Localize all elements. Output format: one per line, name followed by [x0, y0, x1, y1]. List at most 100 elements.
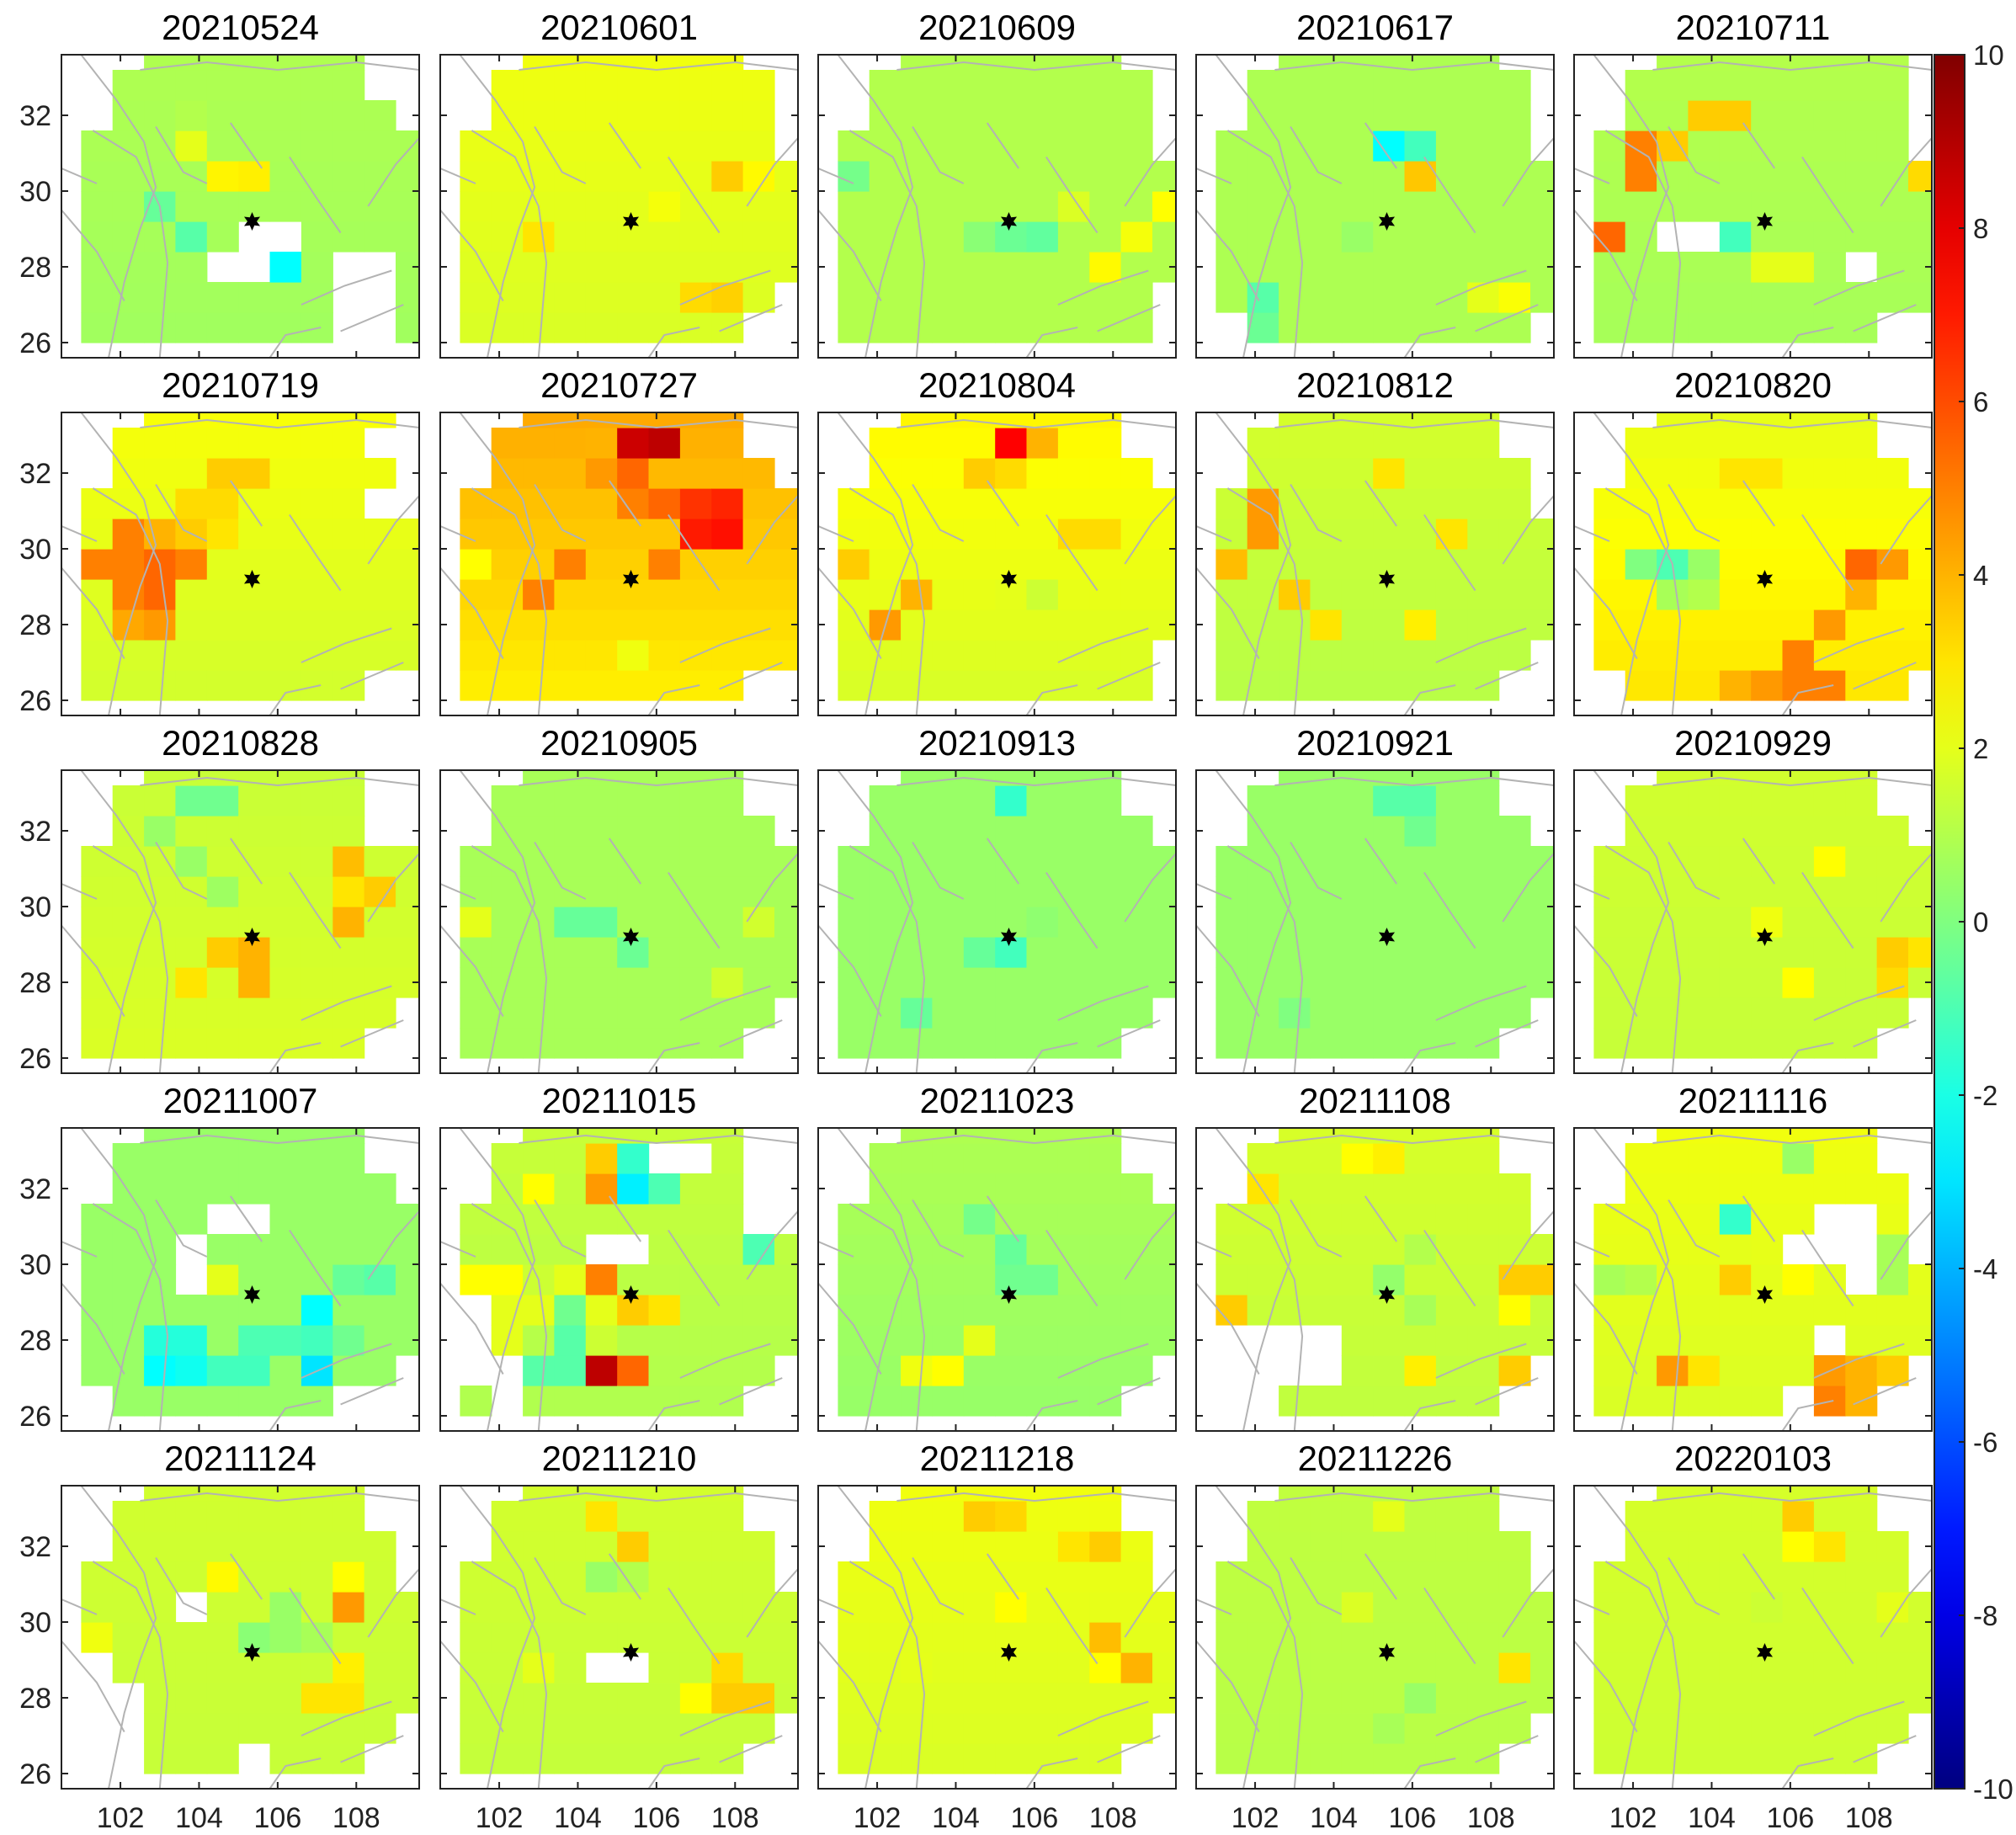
heat-cell — [1404, 161, 1437, 192]
heat-cell — [1625, 221, 1657, 253]
heat-cell — [1279, 997, 1311, 1029]
heat-cell — [1404, 1592, 1437, 1623]
y-tick-label: 30 — [19, 534, 51, 566]
heat-cell — [1688, 1386, 1721, 1417]
heat-cell — [1751, 907, 1784, 938]
heat-cell — [396, 1295, 419, 1326]
heat-cell — [491, 458, 524, 489]
fault-line — [1604, 487, 1682, 715]
x-tick-label: 102 — [97, 1802, 145, 1834]
heat-cell — [1310, 549, 1343, 580]
heat-cell — [206, 876, 239, 907]
axes-frame — [817, 769, 1177, 1074]
fault-line — [269, 684, 322, 715]
fault-line — [229, 122, 263, 169]
heat-cell — [711, 997, 744, 1029]
heat-cell — [1026, 640, 1059, 671]
heat-cell — [648, 967, 681, 998]
fault-line — [440, 1241, 476, 1258]
heat-cell — [679, 846, 712, 877]
heat-cell — [554, 846, 587, 877]
heat-cell — [269, 640, 302, 671]
heat-cell — [869, 1501, 902, 1532]
heat-cell — [1247, 549, 1279, 580]
fault-line — [1290, 841, 1343, 900]
heat-cell — [396, 640, 419, 671]
heat-cell — [1876, 1561, 1909, 1593]
heat-cell — [869, 221, 902, 253]
heat-cell — [963, 997, 996, 1029]
heat-cell — [269, 1531, 302, 1562]
heat-cell — [1498, 1652, 1531, 1683]
heat-cell — [1341, 1355, 1374, 1386]
heat-cell — [838, 519, 870, 550]
heat-cell — [1279, 1143, 1311, 1174]
heat-cell — [1247, 997, 1279, 1029]
heat-cell — [1120, 579, 1153, 610]
heat-cell — [175, 1713, 208, 1744]
heat-cell — [1120, 1173, 1153, 1205]
heat-cell — [648, 1295, 681, 1326]
heat-cell — [1152, 1264, 1176, 1295]
heat-cell — [1089, 191, 1122, 222]
heat-cell — [1782, 816, 1815, 847]
heat-cell — [1279, 1295, 1311, 1326]
heat-cell — [554, 785, 587, 816]
heat-cell — [1152, 191, 1176, 222]
heat-cell — [617, 312, 650, 343]
heat-cell — [491, 640, 524, 671]
heat-cell — [1782, 1264, 1815, 1295]
fault-line — [471, 130, 548, 358]
heat-cell — [648, 1028, 681, 1059]
heat-cell — [1719, 1143, 1752, 1174]
heat-cell — [112, 1295, 145, 1326]
heat-cell — [238, 70, 271, 101]
heat-cell — [711, 609, 744, 641]
heat-cell — [995, 997, 1028, 1029]
heat-cell — [1751, 1028, 1784, 1059]
heat-cell — [81, 1204, 114, 1235]
heat-cell — [206, 161, 239, 192]
heat-cell — [901, 161, 934, 192]
heat-cell — [1813, 846, 1846, 877]
heat-cell — [1373, 785, 1406, 816]
fault-line — [1196, 1282, 1260, 1375]
heat-cell — [1751, 640, 1784, 671]
panel-title: 20210812 — [1296, 365, 1454, 405]
heat-cell — [585, 1683, 618, 1714]
fault-line — [140, 776, 419, 787]
heat-cell — [301, 1501, 333, 1532]
x-tick-label: 104 — [175, 1802, 223, 1834]
fault-line — [848, 487, 926, 715]
heat-cell — [1657, 1386, 1689, 1417]
heat-cell — [1467, 282, 1500, 313]
heat-cell — [1373, 997, 1406, 1029]
fault-line — [1226, 1203, 1304, 1431]
heat-cell — [1876, 1622, 1909, 1653]
heat-cell — [1467, 1355, 1500, 1386]
heat-cell — [1625, 876, 1657, 907]
fault-line — [1593, 1128, 1670, 1431]
heat-cell — [1341, 519, 1374, 550]
heat-cell — [1813, 549, 1846, 580]
heat-cell — [523, 785, 556, 816]
heat-cell — [1120, 1622, 1153, 1653]
heat-cell — [932, 997, 965, 1029]
heat-cell — [617, 609, 650, 641]
fault-line — [1423, 156, 1476, 234]
heat-cell — [1404, 1531, 1437, 1562]
heat-cell — [1688, 458, 1721, 489]
heat-cell — [1089, 488, 1122, 519]
heat-cell — [1845, 1622, 1878, 1653]
heat-cell — [1845, 785, 1878, 816]
heat-cell — [1435, 1622, 1468, 1653]
fault-line — [1475, 1377, 1539, 1406]
heat-cell — [1279, 100, 1311, 131]
fault-line — [896, 61, 1176, 72]
heat-cell — [1026, 1204, 1059, 1235]
heat-cell — [585, 1355, 618, 1386]
heat-cell — [1435, 937, 1468, 968]
heat-cell — [1719, 549, 1752, 580]
heat-cell — [1530, 579, 1554, 610]
heat-cell — [112, 549, 145, 580]
